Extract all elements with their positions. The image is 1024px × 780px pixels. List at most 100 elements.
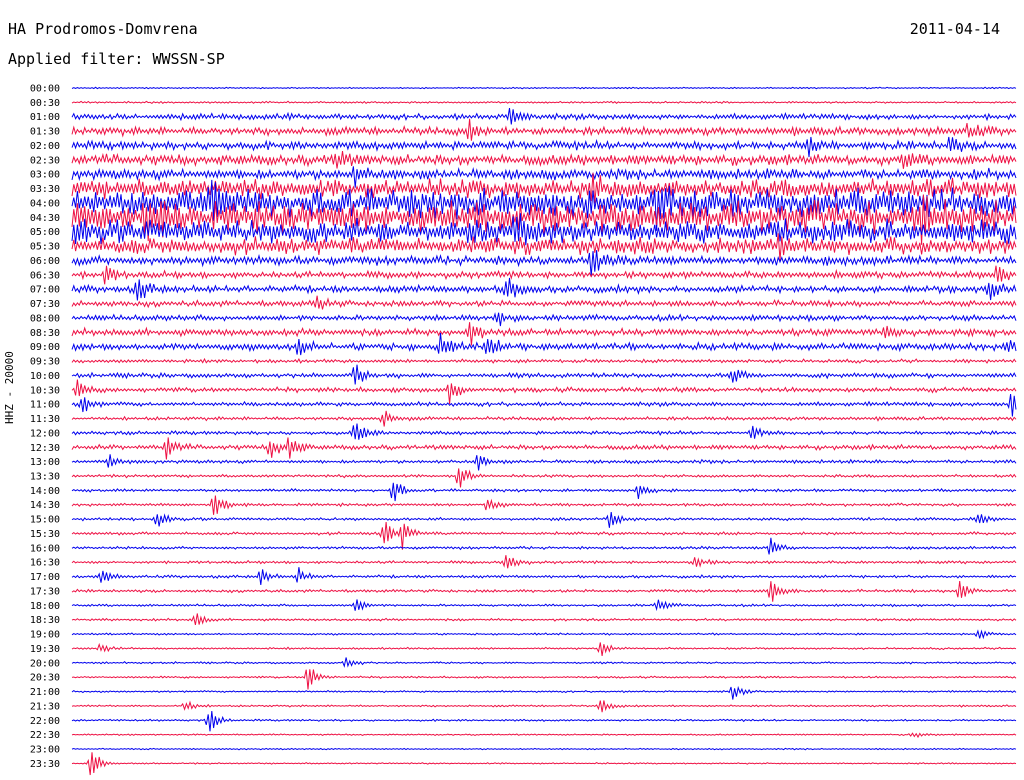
plot-date: 2011-04-14 (909, 20, 1000, 38)
trace-row (71, 194, 1017, 245)
trace-row (71, 567, 1017, 585)
trace-row (71, 233, 1017, 261)
time-tick-label: 04:30 (30, 213, 60, 224)
time-tick-label: 11:30 (30, 414, 60, 425)
trace-row (71, 166, 1017, 188)
trace-row (71, 332, 1017, 356)
time-tick-label: 07:30 (30, 299, 60, 310)
time-tick-label: 10:30 (30, 385, 60, 396)
time-tick-label: 09:30 (30, 357, 60, 368)
trace-row (71, 394, 1017, 417)
trace-row (71, 250, 1017, 277)
time-tick-label: 09:00 (30, 342, 60, 353)
trace-row (71, 752, 1017, 776)
trace-row (71, 108, 1017, 125)
trace-row (71, 700, 1017, 713)
time-tick-label: 23:00 (30, 745, 60, 756)
trace-row (71, 151, 1017, 169)
trace-group (71, 86, 1017, 776)
trace-row (71, 711, 1017, 732)
trace-row (71, 295, 1017, 310)
time-tick-label: 08:00 (30, 313, 60, 324)
trace-row (71, 495, 1017, 515)
trace-row (71, 468, 1017, 488)
time-tick-label: 19:30 (30, 644, 60, 655)
trace-row (71, 118, 1017, 141)
time-tick-label: 01:30 (30, 127, 60, 138)
trace-row (71, 86, 1017, 90)
trace-row (71, 136, 1017, 158)
trace-row (71, 312, 1017, 327)
time-tick-label: 00:00 (30, 84, 60, 95)
time-tick-label: 03:30 (30, 184, 60, 195)
trace-row (71, 213, 1017, 246)
time-tick-label: 13:30 (30, 471, 60, 482)
trace-row (71, 322, 1017, 346)
time-tick-label: 08:30 (30, 328, 60, 339)
trace-row (71, 454, 1017, 471)
trace-row (71, 537, 1017, 555)
time-tick-label: 21:30 (30, 701, 60, 712)
time-tick-label: 07:00 (30, 285, 60, 296)
trace-row (71, 172, 1017, 204)
time-tick-label: 12:30 (30, 443, 60, 454)
trace-row (71, 580, 1017, 602)
trace-row (71, 357, 1017, 364)
trace-row (71, 379, 1017, 404)
time-tick-label: 18:30 (30, 615, 60, 626)
time-tick-label: 22:00 (30, 716, 60, 727)
time-tick-label: 06:30 (30, 270, 60, 281)
time-tick-label: 18:00 (30, 601, 60, 612)
time-tick-label: 03:00 (30, 170, 60, 181)
trace-row (71, 521, 1017, 550)
station-title: HA Prodromos-Domvrena (8, 20, 198, 38)
applied-filter: Applied filter: WWSSN-SP (8, 50, 225, 68)
time-tick-label: 14:00 (30, 486, 60, 497)
time-tick-label: 23:30 (30, 759, 60, 770)
trace-row (71, 747, 1017, 751)
time-tick-label: 11:00 (30, 400, 60, 411)
time-tick-label: 16:00 (30, 543, 60, 554)
trace-row (71, 265, 1017, 285)
time-tick-label: 15:30 (30, 529, 60, 540)
time-tick-label: 06:00 (30, 256, 60, 267)
time-tick-label: 02:30 (30, 155, 60, 166)
time-tick-label: 05:30 (30, 242, 60, 253)
time-tick-label: 15:00 (30, 515, 60, 526)
trace-row (71, 482, 1017, 502)
time-tick-label: 10:00 (30, 371, 60, 382)
trace-row (71, 423, 1017, 440)
time-tick-label: 00:30 (30, 98, 60, 109)
time-tick-label: 12:00 (30, 428, 60, 439)
time-tick-label: 16:30 (30, 558, 60, 569)
trace-row (71, 277, 1017, 301)
time-tick-label: 17:00 (30, 572, 60, 583)
trace-row (71, 179, 1017, 231)
time-tick-label: 17:30 (30, 586, 60, 597)
trace-row (71, 437, 1017, 460)
trace-row (71, 669, 1017, 690)
time-tick-label: 13:00 (30, 457, 60, 468)
trace-row (71, 100, 1017, 105)
trace-row (71, 555, 1017, 569)
time-tick-labels: 00:00 00:30 01:00 01:30 02:00 02:30 03:00 03:30… (30, 84, 60, 770)
time-tick-label: 04:00 (30, 198, 60, 209)
time-tick-label: 14:30 (30, 500, 60, 511)
trace-row (71, 629, 1017, 640)
time-tick-label: 02:00 (30, 141, 60, 152)
time-tick-label: 05:00 (30, 227, 60, 238)
time-tick-label: 20:00 (30, 658, 60, 669)
trace-row (71, 685, 1017, 700)
trace-row (71, 613, 1017, 626)
trace-row (71, 364, 1017, 385)
time-tick-label: 01:00 (30, 112, 60, 123)
trace-row (71, 599, 1017, 612)
time-tick-label: 19:00 (30, 630, 60, 641)
trace-row (71, 642, 1017, 656)
trace-row (71, 512, 1017, 528)
time-tick-label: 22:30 (30, 730, 60, 741)
time-tick-label: 20:30 (30, 673, 60, 684)
trace-row (71, 657, 1017, 668)
trace-row (71, 410, 1017, 427)
